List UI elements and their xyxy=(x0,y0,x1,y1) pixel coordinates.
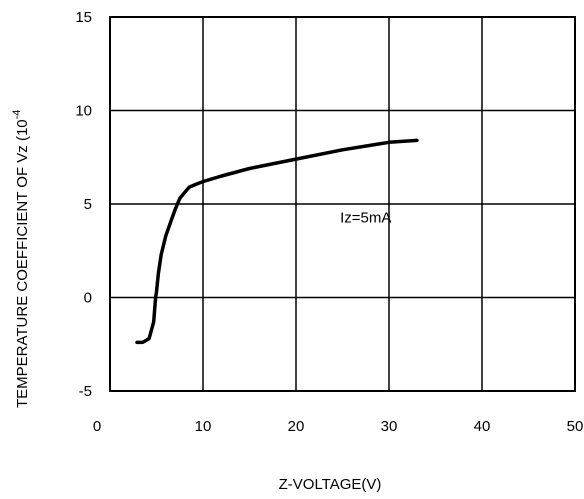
y-tick-label: 5 xyxy=(84,196,92,213)
y-tick-label: -5 xyxy=(79,383,92,400)
y-tick-labels: 15 10 5 0 -5 xyxy=(75,9,92,400)
x-tick-labels: 0 10 20 30 40 50 xyxy=(93,418,584,435)
x-tick-label: 50 xyxy=(567,418,584,435)
y-axis-title-main: TEMPERATURE COEFFICIENT OF Vz (10 xyxy=(14,119,31,408)
annotation-iz: Iz=5mA xyxy=(340,210,391,227)
x-tick-label: 40 xyxy=(474,418,491,435)
x-tick-label: 0 xyxy=(93,418,101,435)
x-axis-title: Z-VOLTAGE(V) xyxy=(279,476,382,493)
y-axis-title-exponent: -4 xyxy=(11,110,23,120)
x-tick-label: 10 xyxy=(195,418,212,435)
x-tick-label: 20 xyxy=(288,418,305,435)
y-axis-title: TEMPERATURE COEFFICIENT OF Vz (10-4 xyxy=(11,110,31,408)
y-tick-label: 0 xyxy=(84,290,92,307)
plot-grid xyxy=(110,17,575,391)
x-tick-label: 30 xyxy=(381,418,398,435)
y-tick-label: 15 xyxy=(75,9,92,26)
y-tick-label: 10 xyxy=(75,103,92,120)
series-line xyxy=(137,140,417,342)
